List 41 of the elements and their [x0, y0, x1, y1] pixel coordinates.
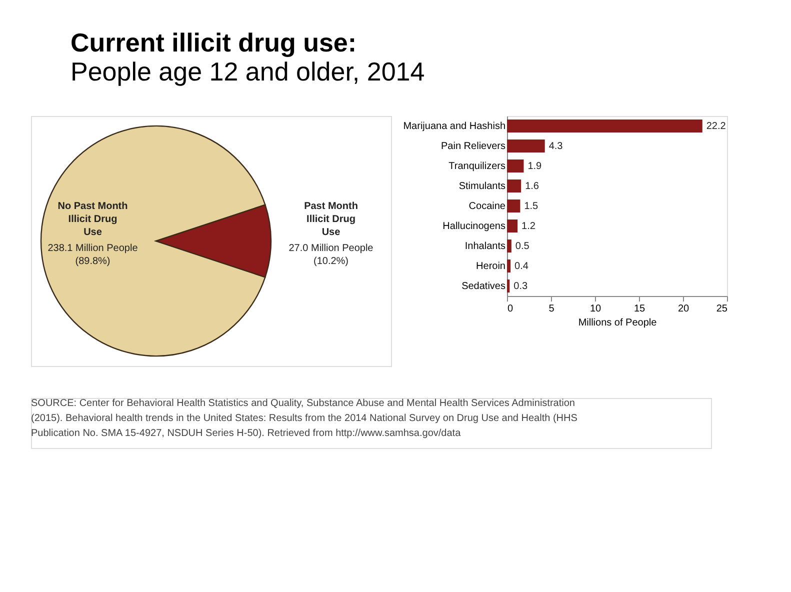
y-tick-label: Cocaine: [468, 201, 506, 212]
x-tick-label: 25: [716, 304, 728, 314]
data-label: 238.1 Million People (89.8%): [48, 243, 138, 267]
data-label: 0.3: [514, 281, 528, 292]
data-label: 0.4: [514, 261, 529, 272]
bar: [507, 220, 518, 232]
x-axis-title: Millions of People: [578, 318, 658, 328]
data-label: 1.5: [524, 201, 539, 212]
bar: [507, 260, 511, 272]
y-tick-label: Heroin: [476, 261, 506, 272]
bar: [507, 140, 545, 152]
bar: [507, 180, 522, 192]
slice-label: No Past Month Illicit Drug Use: [58, 201, 128, 238]
slice-label: Past Month Illicit Drug Use: [304, 201, 358, 238]
y-tick-label: Marijuana and Hashish: [403, 121, 506, 132]
data-label: 4.3: [548, 141, 564, 152]
x-tick-label: 15: [634, 304, 646, 314]
y-tick-label: Inhalants: [464, 241, 506, 252]
chart-subtitle: People age 12 and older, 2014: [70, 56, 425, 86]
bar: [507, 280, 510, 292]
x-tick-label: 20: [678, 304, 690, 314]
data-label: 1.2: [522, 221, 536, 232]
data-label: 1.6: [525, 181, 540, 192]
data-label: 0.5: [515, 241, 530, 252]
x-tick-label: 0: [508, 304, 514, 314]
x-tick-label: 10: [590, 304, 602, 314]
data-label: 27.0 Million People (10.2%): [288, 243, 374, 267]
y-tick-label: Hallucinogens: [442, 221, 506, 232]
bar: [507, 120, 702, 132]
data-label: 22.2: [706, 121, 726, 132]
bar: [507, 240, 512, 252]
source-note: SOURCE: Center for Behavioral Health Statistics and Quality, Substance Abuse and Mental Health Services Administration (2015). Behavioral health trends in the United States: Results from the 2014 National Survey on Drug Use and Health (HHS Publication No. SMA 15-4927, NSDUH Series H-50). Retrieved from http://www.samhsa.gov/data: [31, 398, 578, 439]
bar: [507, 160, 524, 172]
x-tick-label: 5: [548, 304, 555, 314]
y-tick-label: Stimulants: [458, 181, 506, 192]
chart-title: Current illicit drug use:: [70, 28, 357, 58]
y-tick-label: Pain Relievers: [441, 141, 506, 152]
y-tick-label: Tranquilizers: [448, 161, 506, 172]
data-label: 1.9: [528, 161, 542, 172]
bar: [507, 200, 520, 212]
y-tick-label: Sedatives: [462, 281, 506, 292]
